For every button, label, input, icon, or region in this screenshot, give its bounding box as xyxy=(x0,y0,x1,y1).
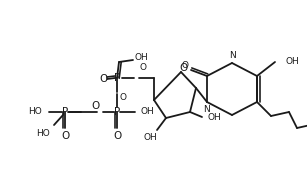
Text: OH: OH xyxy=(140,108,154,116)
Text: O: O xyxy=(61,131,69,141)
Text: P: P xyxy=(114,73,120,83)
Text: HO: HO xyxy=(36,130,50,139)
Text: P: P xyxy=(62,107,68,117)
Text: O: O xyxy=(113,131,121,141)
Text: OH: OH xyxy=(143,134,157,143)
Text: OH: OH xyxy=(285,58,299,66)
Text: N: N xyxy=(229,52,235,60)
Text: O: O xyxy=(119,94,126,102)
Text: P: P xyxy=(114,107,120,117)
Text: O: O xyxy=(139,64,146,72)
Text: HO: HO xyxy=(28,108,42,116)
Text: O: O xyxy=(92,101,100,111)
Text: O: O xyxy=(179,63,187,73)
Text: O: O xyxy=(99,74,107,84)
Text: OH: OH xyxy=(134,54,148,62)
Text: O: O xyxy=(181,62,188,70)
Text: OH: OH xyxy=(207,112,221,122)
Text: N: N xyxy=(203,104,209,114)
